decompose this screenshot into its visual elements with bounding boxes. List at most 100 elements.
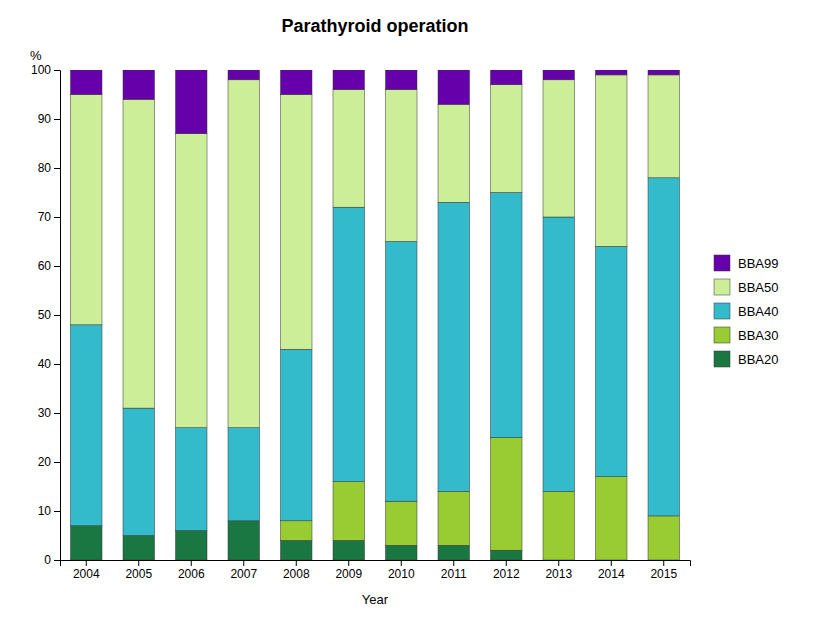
legend-swatch: [714, 303, 730, 319]
bar-segment: [543, 491, 575, 560]
y-axis-label: %: [30, 48, 42, 63]
bar-segment: [386, 70, 418, 90]
bar-segment: [438, 491, 470, 545]
bar-segment: [491, 85, 523, 193]
bar-segment: [386, 545, 418, 560]
tick: 2012: [493, 560, 520, 581]
bar-segment: [386, 501, 418, 545]
bar-segment: [491, 438, 523, 551]
bar-segment: [123, 70, 155, 99]
tick-mark: [54, 266, 60, 267]
tick-mark: [54, 462, 60, 463]
tick-mark: [191, 560, 192, 566]
tick: 60: [38, 259, 60, 273]
tick: 30: [38, 406, 60, 420]
tick: 100: [31, 63, 60, 77]
bar-segment: [71, 70, 103, 95]
bar-segment: [333, 70, 365, 90]
tick-mark: [611, 560, 612, 566]
bar-segment: [176, 428, 208, 531]
tick: 90: [38, 112, 60, 126]
tick-label: 2013: [545, 567, 572, 581]
tick-mark: [54, 168, 60, 169]
bar-segment: [176, 134, 208, 428]
bar-segment: [438, 545, 470, 560]
tick: 2011: [441, 560, 467, 581]
axis-line: [61, 561, 691, 567]
bar-segment: [648, 516, 680, 560]
tick-label: 2007: [230, 567, 257, 581]
tick-label: 0: [44, 553, 51, 567]
series: [71, 70, 680, 134]
bar-segment: [333, 540, 365, 560]
legend-item: BBA40: [714, 303, 778, 319]
tick-mark: [54, 217, 60, 218]
legend-item: BBA50: [714, 279, 778, 295]
legend-item: BBA30: [714, 327, 778, 343]
legend-item: BBA20: [714, 351, 778, 367]
legend-swatch: [714, 279, 730, 295]
bar-segment: [333, 482, 365, 541]
bar-segment: [228, 70, 260, 80]
tick: 2014: [598, 560, 625, 581]
tick: 50: [38, 308, 60, 322]
bar-segment: [596, 70, 628, 75]
tick-mark: [348, 560, 349, 566]
tick-mark: [54, 315, 60, 316]
tick: 2015: [650, 560, 677, 581]
tick-mark: [54, 70, 60, 71]
tick: 80: [38, 161, 60, 175]
tick: 2008: [283, 560, 310, 581]
tick-label: 2009: [335, 567, 362, 581]
bar-segment: [491, 70, 523, 85]
tick: 2005: [125, 560, 152, 581]
bar-segment: [386, 90, 418, 242]
bar-segment: [281, 95, 313, 350]
bar-segment: [71, 325, 103, 526]
bar-segment: [386, 242, 418, 502]
bar-segment: [71, 526, 103, 560]
bar-segment: [333, 90, 365, 208]
tick-label: 50: [38, 308, 52, 322]
bar-segment: [333, 207, 365, 481]
tick: 2007: [230, 560, 257, 581]
legend-label: BBA30: [738, 328, 778, 343]
tick: 10: [38, 504, 60, 518]
legend-label: BBA20: [738, 352, 778, 367]
series: [71, 178, 680, 536]
y-axis: 0102030405060708090100: [31, 63, 61, 567]
tick-label: 40: [38, 357, 52, 371]
tick-mark: [401, 560, 402, 566]
title: Parathyroid operation: [281, 16, 468, 36]
tick-label: 20: [38, 455, 52, 469]
axis-line: [54, 71, 61, 561]
bar-segment: [281, 70, 313, 95]
tick-mark: [54, 560, 60, 561]
bar-segment: [491, 550, 523, 560]
tick-mark: [54, 364, 60, 365]
bars: [71, 70, 680, 560]
tick: 2010: [388, 560, 415, 581]
tick-label: 2012: [493, 567, 520, 581]
tick-mark: [663, 560, 664, 566]
chart: 2004200520062007200820092010201120122013…: [0, 0, 840, 620]
bar-segment: [123, 99, 155, 408]
tick-mark: [54, 413, 60, 414]
legend: BBA99 BBA50 BBA40 BBA30 BBA20: [714, 255, 778, 367]
bar-segment: [648, 75, 680, 178]
bar-segment: [543, 70, 575, 80]
bar-segment: [596, 75, 628, 247]
bar-segment: [596, 246, 628, 476]
legend-label: BBA50: [738, 280, 778, 295]
tick-label: 10: [38, 504, 52, 518]
bar-segment: [123, 408, 155, 535]
bar-segment: [438, 104, 470, 202]
bar-segment: [228, 428, 260, 521]
tick: 20: [38, 455, 60, 469]
bar-segment: [648, 70, 680, 75]
bar-segment: [438, 202, 470, 491]
bar-segment: [176, 70, 208, 134]
legend-item: BBA99: [714, 255, 778, 271]
legend-swatch: [714, 351, 730, 367]
x-axis: 2004200520062007200820092010201120122013…: [61, 560, 691, 581]
